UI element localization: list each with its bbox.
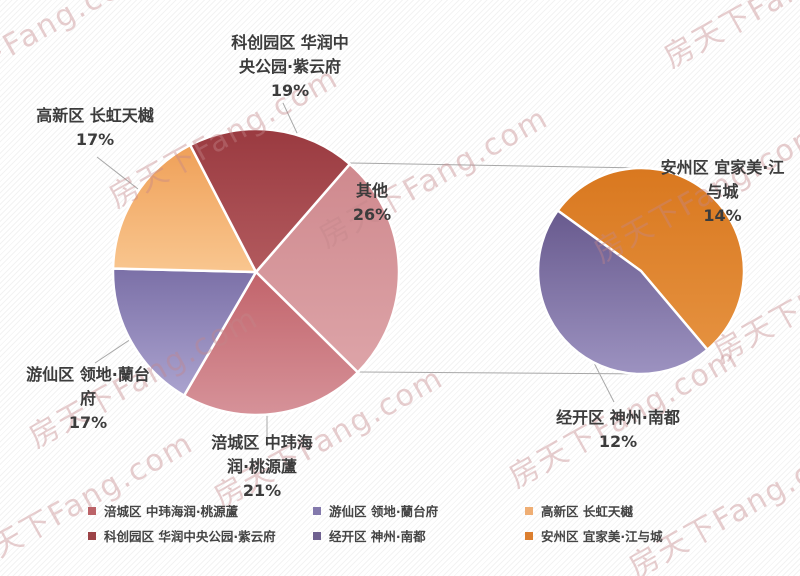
legend-marker [313,531,321,540]
main-pie-slice-2 [111,267,258,397]
main-pie-slice-0 [254,162,401,374]
leader-kechuangyuanqu [282,102,298,134]
legend-item-0: 涪城区 中玮海润·桃源蘆 [88,501,313,520]
legend-item-1: 游仙区 领地·蘭台府 [313,501,525,520]
callout-jingkaiqu: 经开区 神州·南都 12% [556,408,680,451]
legend-marker [313,506,321,515]
legend-item-2: 高新区 长虹天樾 [525,501,775,520]
legend-label: 游仙区 领地·蘭台府 [329,504,439,519]
legend-marker [525,531,533,540]
legend-marker [88,531,96,540]
main-pie-slice-4 [188,127,352,274]
callout-youxianqu: 游仙区 领地·蘭台 府 17% [26,365,150,432]
legend: 涪城区 中玮海润·桃源蘆 游仙区 领地·蘭台府 高新区 长虹天樾科创园区 华润中央公… [88,501,775,545]
legend-label: 高新区 长虹天樾 [541,504,633,519]
legend-label: 涪城区 中玮海润·桃源蘆 [104,504,239,519]
secondary-pie-slice-1 [536,209,709,376]
callout-anzhouqu: 安州区 宜家美·江 与城 14% [660,158,785,225]
connector-bottom [357,371,646,375]
callout-kechuangyuanqu: 科创园区 华润中 央公园·紫云府 19% [231,33,349,100]
legend-label: 安州区 宜家美·江与城 [541,529,663,544]
legend-label: 经开区 神州·南都 [329,529,426,544]
secondary-pie-slice-0 [556,166,746,351]
legend-marker [88,506,96,515]
leader-gaoxinqu [96,156,139,190]
callout-qita: 其他 26% [352,181,392,224]
connector-top [349,162,642,169]
legend-item-5: 安州区 宜家美·江与城 [525,526,775,545]
callout-fuchengqu: 涪城区 中玮海 润·桃源蘆 21% [211,433,313,500]
legend-label: 科创园区 华润中央公园·紫云府 [104,529,276,544]
main-pie-slice-1 [182,270,360,417]
legend-marker [525,506,533,515]
main-pie-slice-3 [111,143,258,274]
callout-gaoxinqu: 高新区 长虹天樾 17% [36,106,154,149]
legend-item-4: 经开区 神州·南都 [313,526,525,545]
legend-item-3: 科创园区 华润中央公园·紫云府 [88,526,313,545]
